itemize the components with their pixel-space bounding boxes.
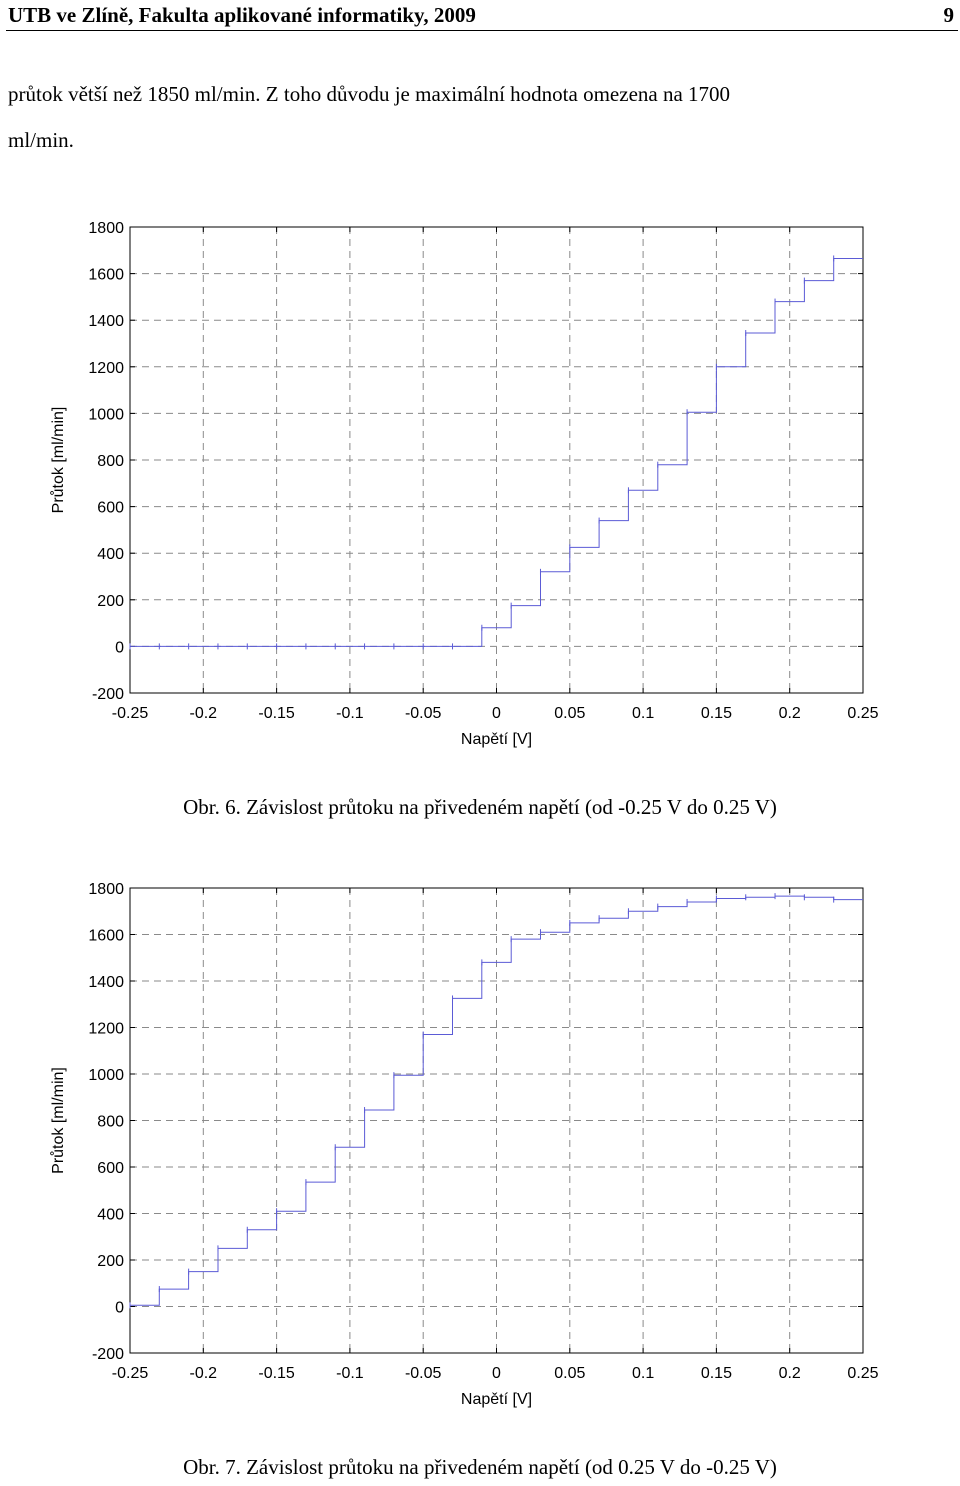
y-tick-label: 200 xyxy=(97,1253,124,1270)
y-tick-label: -200 xyxy=(92,1346,124,1363)
x-tick-label: 0.15 xyxy=(701,1365,732,1382)
x-tick-label: -0.1 xyxy=(336,1365,364,1382)
y-tick-label: 1400 xyxy=(88,974,124,991)
x-tick-label: 0 xyxy=(492,1365,501,1382)
chart-fig6: -0.25 -0.2 -0.15 -0.1 -0.05 0 0.05 0.1 0.15 0.2 0.… xyxy=(49,220,879,748)
y-tick-label: 600 xyxy=(97,1160,124,1177)
x-axis-label: Napětí [V] xyxy=(461,731,532,748)
x-tick-label: -0.25 xyxy=(112,1365,149,1382)
x-tick-label: 0.15 xyxy=(701,705,732,722)
x-tick-label: -0.2 xyxy=(190,1365,218,1382)
y-tick-label: 1000 xyxy=(88,406,124,423)
x-tick-label: -0.15 xyxy=(258,705,295,722)
x-tick-label: -0.2 xyxy=(190,705,218,722)
x-tick-label: -0.05 xyxy=(405,1365,442,1382)
body-text-line-1: průtok větší než 1850 ml/min. Z toho dův… xyxy=(8,82,731,106)
y-tick-label: 200 xyxy=(97,593,124,610)
x-tick-label: 0.2 xyxy=(779,705,801,722)
x-tick-label: 0.1 xyxy=(632,705,654,722)
chart-fig7: -0.25 -0.2 -0.15 -0.1 -0.05 0 0.05 0.1 0.15 0.2 0.… xyxy=(49,881,879,1408)
x-tick-label: 0.05 xyxy=(554,705,585,722)
y-tick-label: 1000 xyxy=(88,1067,124,1084)
y-tick-label: 1200 xyxy=(88,360,124,377)
body-text-line-2: ml/min. xyxy=(8,128,74,152)
x-tick-label: 0.1 xyxy=(632,1365,654,1382)
x-tick-label: 0.05 xyxy=(554,1365,585,1382)
y-tick-label: 1600 xyxy=(88,267,124,284)
x-axis-label: Napětí [V] xyxy=(461,1391,532,1408)
series-line xyxy=(130,895,863,1306)
page-header: UTB ve Zlíně, Fakulta aplikované informa… xyxy=(6,0,958,31)
x-tick-label: -0.05 xyxy=(405,705,442,722)
y-tick-label: 0 xyxy=(115,639,124,656)
y-tick-label: 1800 xyxy=(88,220,124,237)
y-axis-label: Průtok [ml/min] xyxy=(49,407,67,514)
y-tick-label: 1600 xyxy=(88,928,124,945)
x-tick-label: -0.1 xyxy=(336,705,364,722)
y-axis-label: Průtok [ml/min] xyxy=(49,1067,67,1174)
x-tick-label: 0.2 xyxy=(779,1365,801,1382)
x-tick-label: -0.15 xyxy=(258,1365,295,1382)
y-tick-label: 400 xyxy=(97,1207,124,1224)
caption-fig6: Obr. 6. Závislost průtoku na přivedeném … xyxy=(183,795,777,819)
x-tick-label: -0.25 xyxy=(112,705,149,722)
x-tick-label: 0.25 xyxy=(847,1365,878,1382)
y-tick-label: 1200 xyxy=(88,1021,124,1038)
y-tick-label: 1800 xyxy=(88,881,124,898)
y-tick-label: -200 xyxy=(92,686,124,703)
y-tick-label: 400 xyxy=(97,546,124,563)
y-tick-label: 600 xyxy=(97,500,124,517)
x-tick-label: 0.25 xyxy=(847,705,878,722)
caption-fig7: Obr. 7. Závislost průtoku na přivedeném … xyxy=(183,1455,777,1479)
x-tick-label: 0 xyxy=(492,705,501,722)
y-tick-label: 800 xyxy=(97,1114,124,1131)
y-tick-label: 0 xyxy=(115,1300,124,1317)
y-tick-label: 1400 xyxy=(88,313,124,330)
y-tick-label: 800 xyxy=(97,453,124,470)
page-number: 9 xyxy=(943,3,955,27)
header-title: UTB ve Zlíně, Fakulta aplikované informa… xyxy=(8,3,476,27)
